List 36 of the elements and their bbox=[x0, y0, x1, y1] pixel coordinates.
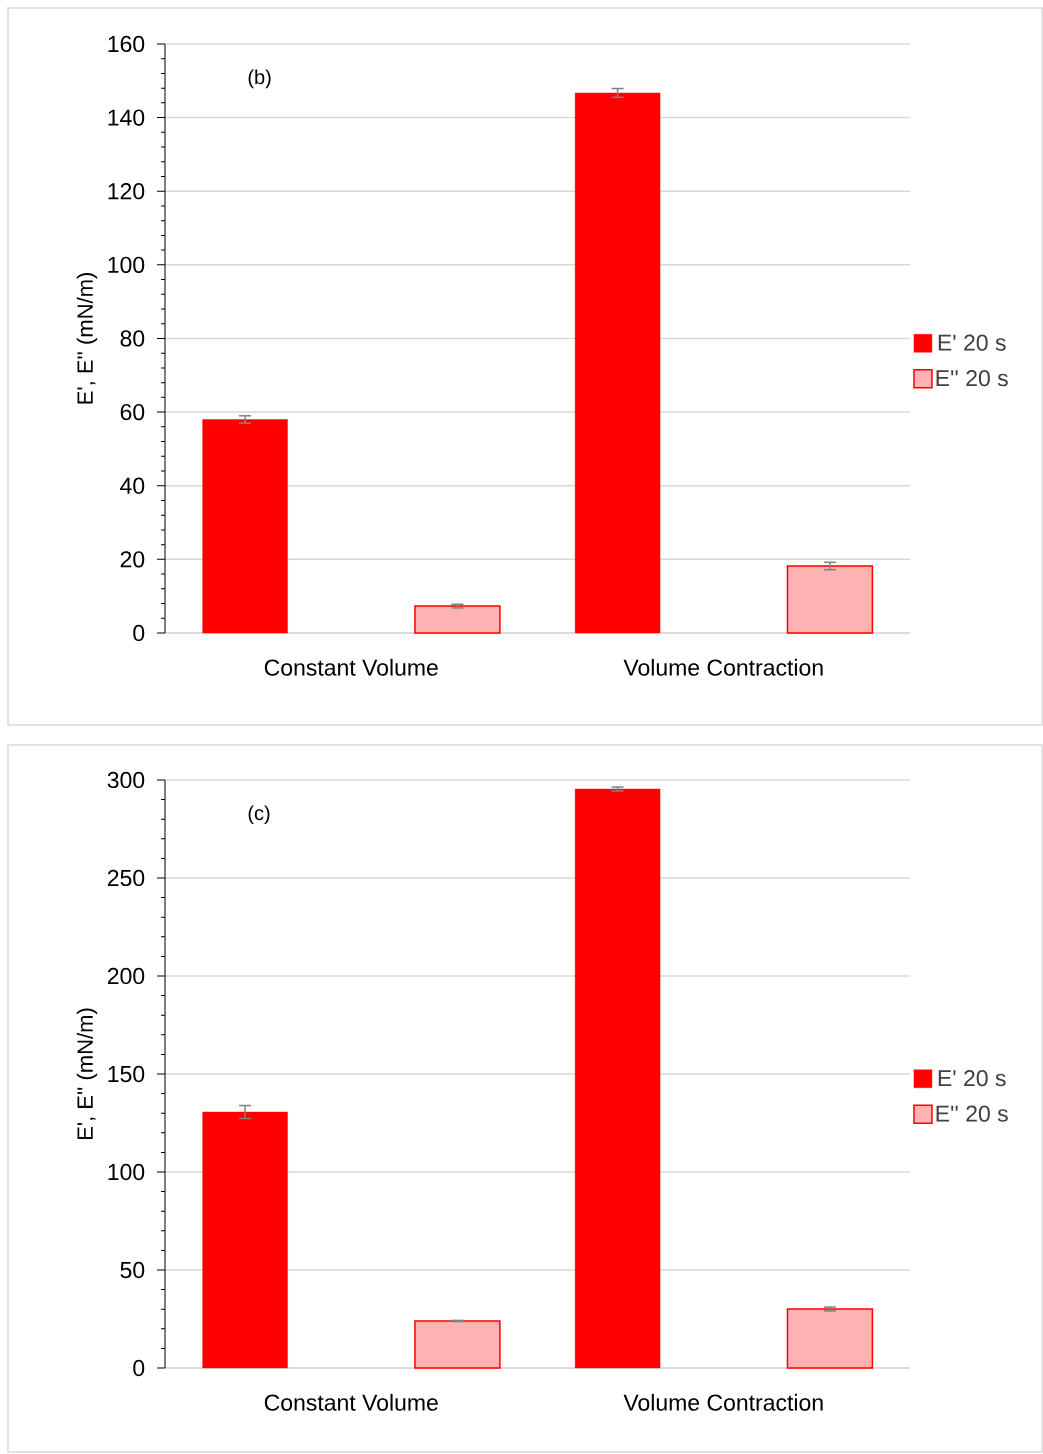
legend-label: E' 20 s bbox=[938, 1070, 1006, 1087]
x-tick-label: Constant Volume bbox=[264, 658, 438, 676]
y-axis-title: E', E'' (mN/m) bbox=[76, 1008, 98, 1139]
y-tick-label: 20 bbox=[120, 551, 145, 568]
y-tick-label: 150 bbox=[108, 1065, 145, 1083]
legend-label: E'' 20 s bbox=[936, 1105, 1008, 1122]
bar bbox=[414, 1320, 501, 1369]
bar bbox=[574, 788, 661, 1369]
bar bbox=[202, 1111, 288, 1369]
legend-label: E' 20 s bbox=[938, 334, 1006, 351]
y-tick-label: 40 bbox=[120, 477, 145, 494]
bar bbox=[202, 419, 288, 634]
y-tick-label: 100 bbox=[108, 1163, 145, 1181]
bar bbox=[786, 565, 874, 634]
y-axis-title: E', E'' (mN/m) bbox=[76, 273, 98, 404]
y-tick-label: 0 bbox=[133, 624, 145, 642]
y-tick-label: 250 bbox=[107, 869, 145, 887]
x-tick-label: Volume Contraction bbox=[623, 658, 823, 676]
y-tick-label: 100 bbox=[108, 256, 145, 273]
y-tick-label: 200 bbox=[107, 967, 145, 985]
annotation: (b) bbox=[248, 69, 271, 89]
y-tick-label: 300 bbox=[107, 771, 145, 789]
y-tick-label: 120 bbox=[108, 183, 145, 200]
y-tick-label: 80 bbox=[120, 330, 145, 347]
bar bbox=[414, 605, 501, 634]
y-tick-label: 160 bbox=[108, 35, 145, 53]
x-tick-label: Volume Contraction bbox=[623, 1393, 823, 1411]
bar bbox=[574, 92, 661, 634]
x-tick-label: Constant Volume bbox=[264, 1393, 438, 1411]
y-tick-label: 0 bbox=[133, 1359, 145, 1377]
legend-label: E'' 20 s bbox=[936, 370, 1008, 387]
y-tick-label: 140 bbox=[108, 109, 145, 126]
y-tick-label: 60 bbox=[120, 403, 145, 421]
y-tick-label: 50 bbox=[120, 1261, 145, 1279]
bar bbox=[786, 1308, 874, 1369]
annotation: (c) bbox=[248, 805, 270, 825]
